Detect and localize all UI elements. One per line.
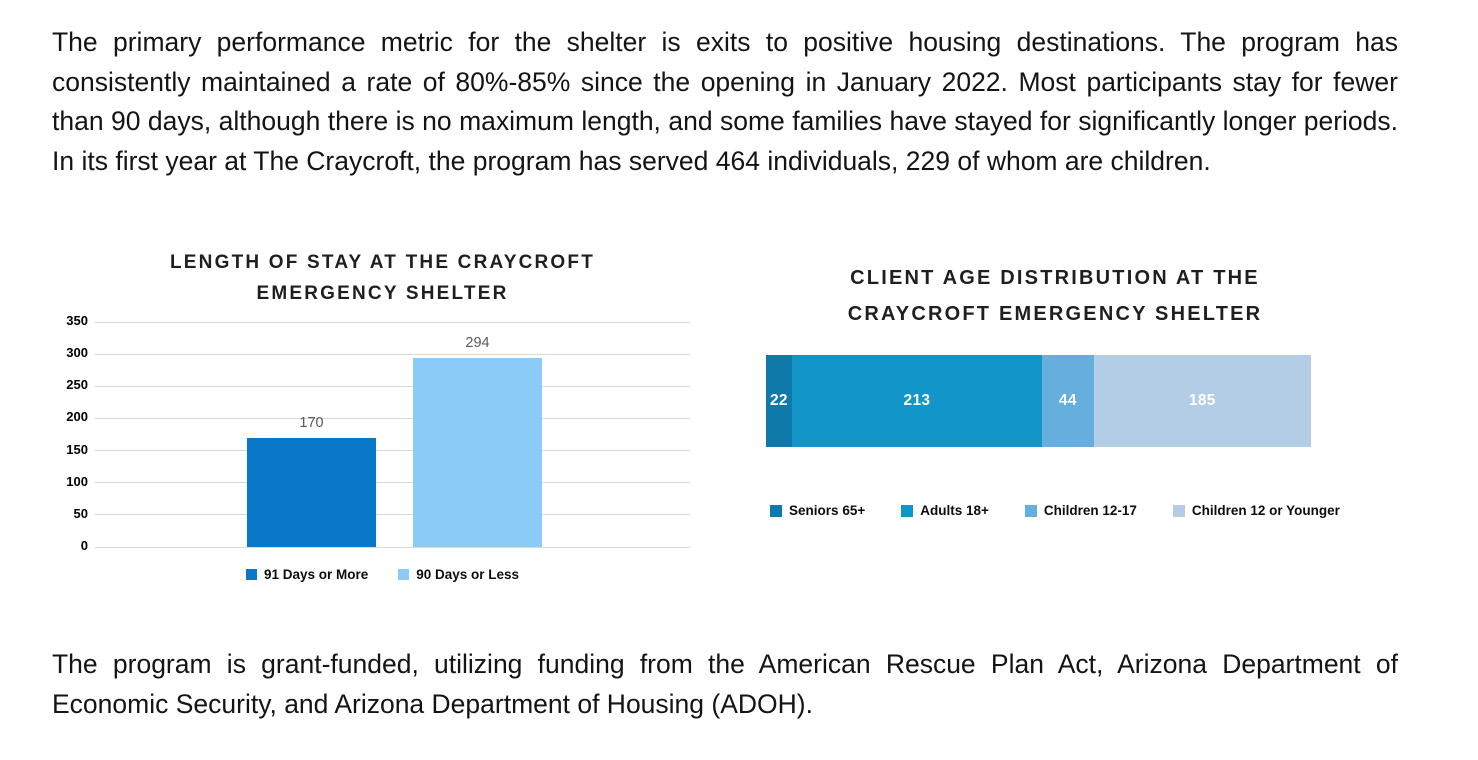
y-axis-tick-label: 250 xyxy=(66,377,88,393)
age-legend-item: Children 12-17 xyxy=(1024,503,1137,518)
age-legend-swatch-icon xyxy=(770,504,783,517)
chart-title-line: CRAYCROFT EMERGENCY SHELTER xyxy=(847,303,1263,325)
paragraph-performance-metric: The primary performance metric for the s… xyxy=(52,27,1398,176)
age-legend-label: Children 12 or Younger xyxy=(1191,503,1340,518)
age-distribution-chart-title: CLIENT AGE DISTRIBUTION AT THE CRAYCROFT… xyxy=(755,253,1355,332)
gridline xyxy=(95,450,690,452)
y-axis-tick-label: 350 xyxy=(66,313,88,328)
length-of-stay-chart: LENGTH OF STAY AT THE CRAYCROFT EMERGENC… xyxy=(60,245,705,595)
age-legend-label: Adults 18+ xyxy=(920,503,989,518)
age-legend-item: Children 12 or Younger xyxy=(1172,503,1340,518)
segment-value-label: 185 xyxy=(1188,392,1216,409)
age-legend: Seniors 65+ Adults 18+ Children 12-17 Child… xyxy=(755,503,1355,518)
segment-adults-18+: 213 xyxy=(791,355,1042,447)
age-legend-item: Seniors 65+ xyxy=(770,503,865,518)
age-stacked-bar: 22 213 44 185 xyxy=(766,355,1311,447)
paragraph-funding: The program is grant-funded, utilizing f… xyxy=(52,649,1398,719)
segment-children-12-17: 44 xyxy=(1042,355,1094,447)
segment-seniors-65+: 22 xyxy=(766,355,792,447)
y-axis-tick-label: 300 xyxy=(66,345,88,361)
gridline xyxy=(95,514,690,516)
age-legend-swatch-icon xyxy=(1172,504,1185,517)
los-legend: 91 Days or More 90 Days or Less xyxy=(60,567,705,582)
gridline xyxy=(95,482,690,484)
los-legend-item: 90 Days or Less xyxy=(398,567,519,582)
los-legend-swatch-icon xyxy=(245,569,257,580)
segment-children-12-or-younger: 185 xyxy=(1093,355,1311,447)
chart-title-line: CLIENT AGE DISTRIBUTION AT THE xyxy=(850,267,1260,289)
bar-value-label: 294 xyxy=(465,335,490,351)
bar-value-label: 170 xyxy=(299,414,324,431)
segment-value-label: 213 xyxy=(903,392,931,409)
bar-90-days-or-less xyxy=(413,358,542,547)
los-legend-label: 91 Days or More xyxy=(263,567,369,582)
segment-value-label: 44 xyxy=(1058,392,1077,409)
los-legend-swatch-icon xyxy=(398,569,410,580)
age-legend-swatch-icon xyxy=(901,504,914,517)
segment-value-label: 22 xyxy=(769,392,788,409)
length-of-stay-chart-title: LENGTH OF STAY AT THE CRAYCROFT EMERGENC… xyxy=(60,245,705,309)
y-axis-tick-label: 200 xyxy=(66,409,88,425)
age-legend-label: Children 12-17 xyxy=(1043,503,1137,518)
y-axis-tick-label: 0 xyxy=(80,538,88,553)
y-axis-tick-label: 150 xyxy=(66,441,88,457)
chart-title-line: LENGTH OF STAY AT THE CRAYCROFT xyxy=(170,252,595,273)
age-legend-swatch-icon xyxy=(1024,504,1037,517)
gridline xyxy=(95,546,690,548)
gridline xyxy=(95,417,690,419)
los-legend-label: 90 Days or Less xyxy=(416,567,520,582)
gridline xyxy=(95,385,690,387)
gridline xyxy=(95,353,690,355)
age-legend-label: Seniors 65+ xyxy=(789,503,866,518)
chart-title-line: EMERGENCY SHELTER xyxy=(256,283,509,304)
los-plot: 350 300 250 200 150 100 50 0 170 294 xyxy=(66,313,690,553)
gridline xyxy=(95,321,690,323)
bar-91-days-or-more xyxy=(247,437,376,547)
los-legend-item: 91 Days or More xyxy=(245,567,369,582)
y-axis-tick-label: 50 xyxy=(73,505,88,521)
age-legend-item: Adults 18+ xyxy=(901,503,989,518)
age-distribution-chart: CLIENT AGE DISTRIBUTION AT THE CRAYCROFT… xyxy=(755,253,1355,543)
y-axis-tick-label: 100 xyxy=(66,473,88,489)
